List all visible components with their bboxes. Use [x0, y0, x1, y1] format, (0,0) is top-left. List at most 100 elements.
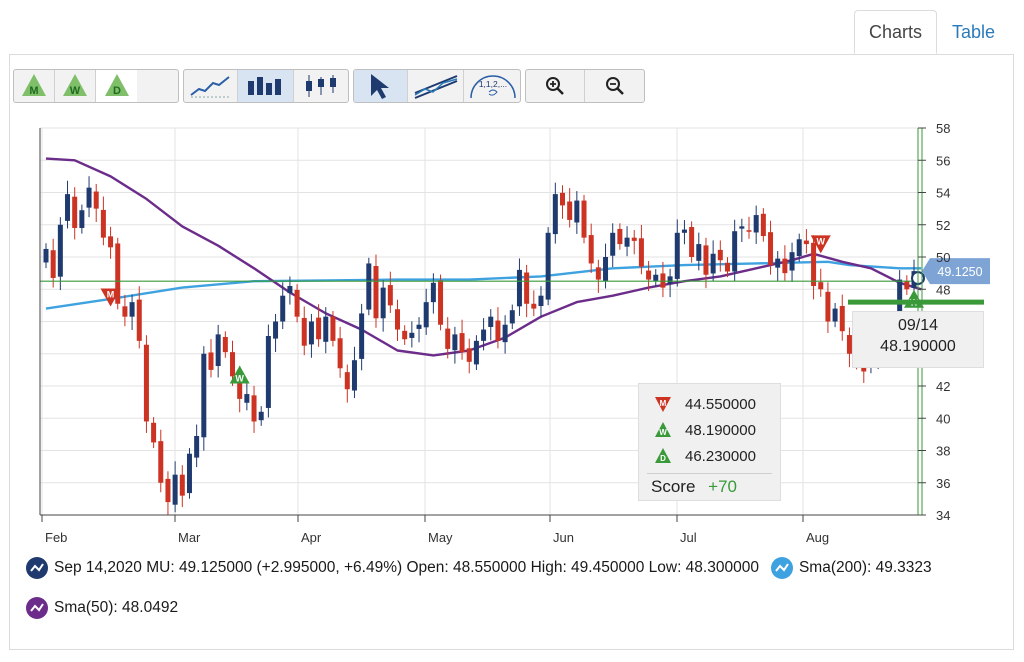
- hover-tooltip: 09/14 48.190000: [852, 311, 984, 368]
- candle-body: [667, 276, 673, 284]
- candle-body: [409, 332, 415, 338]
- candle-body: [387, 285, 393, 306]
- legend-row-1: Sep 14,2020 MU: 49.125000 (+2.995000, +6…: [26, 557, 932, 579]
- trendline-button[interactable]: [408, 70, 464, 102]
- candle-body: [158, 441, 164, 483]
- monthly-signal-row: M 44.550000: [653, 394, 756, 414]
- x-tick-label: Jun: [553, 530, 574, 545]
- candle-body: [93, 191, 99, 209]
- candle-body: [624, 237, 630, 247]
- candle-body: [681, 229, 687, 233]
- candle-body: [646, 270, 652, 280]
- candle-body: [280, 295, 286, 322]
- weekly-signal-button[interactable]: W: [55, 70, 96, 102]
- tools-group: 1,1,2,...: [353, 69, 521, 103]
- candle-body: [222, 336, 228, 353]
- candle-body: [201, 353, 207, 438]
- candle-body: [186, 453, 192, 494]
- candle-body: [552, 194, 558, 235]
- weekly-buy-icon: W: [655, 422, 671, 437]
- buy-triangle: [229, 365, 250, 384]
- svg-text:D: D: [113, 85, 121, 97]
- y-tick-label: 34: [936, 508, 950, 523]
- candle-body: [789, 252, 795, 271]
- candle-body: [351, 360, 357, 391]
- monthly-signal-button[interactable]: M: [14, 70, 55, 102]
- candle-body: [524, 272, 530, 304]
- trendline-icon: [414, 75, 457, 99]
- candle-body: [696, 244, 702, 261]
- daily-buy-icon: D: [655, 448, 671, 463]
- candle-body: [65, 194, 71, 221]
- candle-body: [674, 232, 680, 279]
- tooltip-date: 09/14: [897, 317, 939, 334]
- candle-body: [782, 258, 788, 274]
- candle-body: [430, 282, 436, 303]
- y-tick-label: 42: [936, 379, 950, 394]
- daily-signal-row: D 46.230000: [653, 446, 756, 466]
- candle-body: [273, 321, 279, 339]
- candle-body: [732, 231, 738, 272]
- y-tick-label: 56: [936, 153, 950, 168]
- bar-chart-button[interactable]: [238, 70, 294, 102]
- daily-signal-button[interactable]: D: [96, 70, 137, 102]
- candle-body: [825, 291, 831, 322]
- fibonacci-button[interactable]: 1,1,2,...: [464, 70, 520, 102]
- svg-text:1,1,2,...: 1,1,2,...: [479, 79, 507, 89]
- tab-charts[interactable]: Charts: [853, 10, 937, 54]
- candle-body: [337, 338, 343, 369]
- candle-body: [603, 257, 609, 281]
- sma50-icon: [26, 597, 48, 619]
- chart-grid: [40, 127, 918, 516]
- weekly-signal-row: W 48.190000: [653, 420, 756, 440]
- y-tick-label: 50: [936, 250, 950, 265]
- x-tick-label: May: [428, 530, 453, 545]
- candle-body: [753, 215, 759, 233]
- candle-body: [115, 243, 121, 304]
- sell-triangle: [100, 288, 121, 307]
- x-tick-label: Feb: [45, 530, 67, 545]
- candle-body: [495, 320, 501, 341]
- line-chart-button[interactable]: [184, 70, 238, 102]
- zoom-out-button[interactable]: [585, 70, 644, 102]
- price-series-icon: [26, 557, 48, 579]
- fibonacci-icon: 1,1,2,...: [470, 75, 516, 99]
- candle-body: [904, 280, 910, 290]
- candle-body: [760, 213, 766, 237]
- tab-table[interactable]: Table: [951, 21, 995, 42]
- candle-body: [660, 273, 666, 288]
- candle-body: [567, 201, 573, 220]
- candle-body: [631, 237, 637, 241]
- weekly-signal-icon: W: [63, 74, 87, 97]
- candle-body: [402, 330, 408, 340]
- svg-text:M: M: [29, 85, 38, 97]
- candle-body: [724, 262, 730, 272]
- pointer-icon: [370, 74, 389, 99]
- pointer-button[interactable]: [354, 70, 408, 102]
- buy-signal-marker: W: [229, 365, 250, 384]
- candle-body: [509, 310, 515, 324]
- candle-body: [108, 236, 114, 248]
- candle-body: [768, 232, 774, 266]
- candle-body: [258, 411, 264, 421]
- chart-panel: [9, 54, 1014, 650]
- candle-body: [237, 373, 243, 399]
- zoom-in-button[interactable]: [526, 70, 585, 102]
- candlestick-icon: [306, 75, 336, 97]
- x-tick-label: Jul: [680, 530, 697, 545]
- candle-body: [215, 334, 221, 367]
- candlestick-button[interactable]: [294, 70, 348, 102]
- candle-body: [832, 308, 838, 322]
- candle-body: [445, 328, 451, 349]
- y-tick-label: 54: [936, 186, 950, 201]
- candle-body: [653, 274, 659, 281]
- candle-body: [57, 224, 63, 277]
- x-tick-label: Apr: [301, 530, 322, 545]
- price-tag: [922, 258, 990, 285]
- view-tabs: Charts Table: [853, 10, 1010, 54]
- monthly-signal-icon: M: [22, 74, 46, 97]
- signal-letter: W: [816, 236, 825, 246]
- y-tick-label: 52: [936, 218, 950, 233]
- zoom-group: [525, 69, 645, 103]
- signal-score-box: M 44.550000 W 48.190000 D 46.230000 Scor…: [638, 383, 781, 501]
